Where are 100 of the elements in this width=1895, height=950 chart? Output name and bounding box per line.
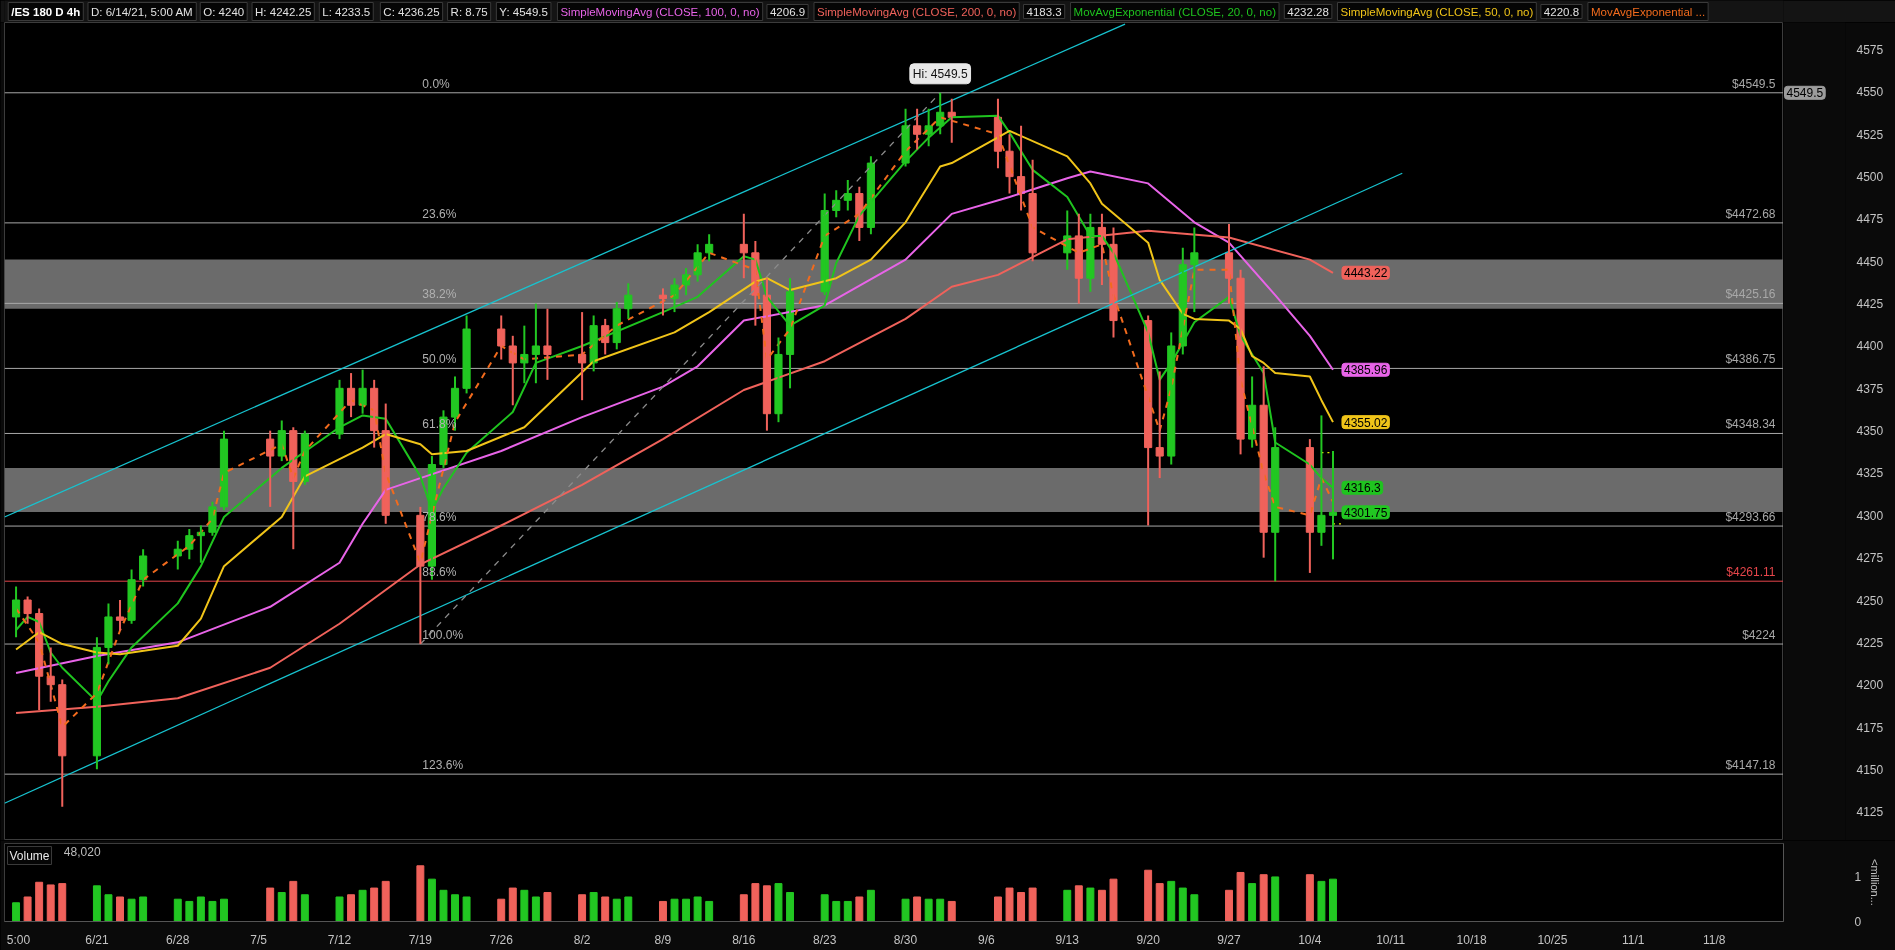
x-tick-label: 8/2: [573, 932, 591, 947]
y-tick-label: 4400: [1856, 339, 1884, 354]
x-tick-label: 8/30: [893, 932, 918, 947]
bar: [196, 896, 205, 922]
bar: [1144, 869, 1153, 922]
bar: [843, 900, 852, 922]
bar: [601, 896, 610, 922]
y-tick-label: 4250: [1856, 593, 1884, 608]
x-tick-label: 5:00: [6, 932, 31, 947]
bar: [139, 896, 148, 922]
bar: [104, 894, 113, 922]
x-tick-label: 10/25: [1537, 932, 1568, 947]
x-tick-label: 7/19: [408, 932, 433, 947]
text: MovAvgExponential ...: [1590, 5, 1706, 18]
bar: [462, 896, 471, 922]
bar: [947, 900, 956, 922]
bar: [659, 900, 667, 922]
bar: [520, 889, 529, 922]
bar: [289, 880, 298, 922]
text: 4206.9: [769, 5, 806, 18]
text: MovAvgExponential (CLOSE, 20, 0, no): [1073, 5, 1277, 18]
x-tick-label: 10/18: [1456, 932, 1487, 947]
bar: [1236, 871, 1245, 922]
ref-line-label: $4472.68: [1725, 206, 1776, 221]
y-tick-label: 4475: [1856, 212, 1884, 227]
bar: [358, 889, 367, 922]
bar: [173, 898, 182, 922]
bar: [1028, 887, 1037, 922]
bar: [1259, 874, 1268, 922]
y-tick-label: 4550: [1856, 85, 1884, 100]
bar: [531, 896, 540, 922]
bar: [416, 865, 425, 922]
bar: [924, 898, 933, 922]
y-tick-label: 4525: [1856, 127, 1884, 142]
y-tick-label: 4300: [1856, 508, 1884, 523]
bar: [1005, 887, 1014, 922]
y-axis-title: <million...: [1869, 859, 1882, 906]
annotation: 123.6%: [422, 758, 464, 773]
y-tick-label: 0: [1854, 915, 1862, 929]
ref-line-label: $4348.34: [1725, 417, 1776, 432]
bar: [1305, 874, 1314, 922]
y-tick-label: 4275: [1856, 551, 1884, 566]
bar: [820, 894, 829, 922]
bar: [543, 892, 552, 922]
ref-line-label: $4293.66: [1725, 510, 1776, 525]
bar: [127, 898, 136, 922]
x-tick-label: 10/11: [1376, 932, 1406, 947]
y-tick-label: 4350: [1856, 424, 1884, 439]
x-tick-label: 8/23: [813, 932, 837, 947]
bar: [208, 900, 217, 922]
bar: [994, 896, 1002, 922]
text: 4220.8: [1543, 5, 1580, 18]
bar: [1317, 880, 1326, 922]
x-tick-label: 7/5: [250, 932, 268, 947]
y-tick-label: 4375: [1856, 381, 1884, 396]
annotation: 0.0%: [422, 76, 451, 91]
bar: [1074, 885, 1083, 922]
bar: [220, 898, 228, 922]
ref-line-label: $4549.5: [1732, 76, 1776, 91]
text: 4301.75: [1343, 505, 1388, 520]
annotation: 4549.5: [1786, 86, 1824, 101]
bar: [578, 894, 587, 922]
bar: [751, 883, 760, 922]
bar: [682, 898, 691, 922]
bar: [1155, 883, 1164, 922]
y-tick-label: 4225: [1856, 635, 1884, 650]
ref-line-label: $4147.18: [1725, 758, 1776, 773]
x-tick-label: 9/27: [1217, 932, 1242, 947]
text: L: 4233.5: [322, 5, 371, 18]
data-label: 4316.3: [1343, 481, 1381, 496]
x-tick-label: 9/13: [1055, 932, 1080, 947]
y-tick-label: 4500: [1856, 170, 1884, 185]
bar: [1017, 892, 1026, 922]
bar: [1167, 880, 1176, 922]
y-tick-label: 4125: [1856, 805, 1884, 820]
x-tick-label: 8/9: [654, 932, 672, 947]
chart-title: Volume: [9, 848, 50, 863]
y-tick-label: 4575: [1856, 43, 1884, 58]
bar: [277, 892, 286, 922]
x-tick-label: 11/1: [1622, 932, 1645, 947]
bar: [705, 900, 714, 922]
bar: [1086, 887, 1095, 922]
x-tick-label: 6/28: [166, 932, 190, 947]
bar: [670, 898, 679, 922]
data-label: 4443.22: [1343, 266, 1388, 281]
annotation: 38.2%: [422, 287, 457, 302]
bar: [1190, 894, 1199, 922]
bar: [1329, 878, 1337, 922]
x-tick-label: 9/20: [1136, 932, 1161, 947]
y-tick-label: 4425: [1856, 297, 1884, 312]
text: 4183.3: [1026, 5, 1062, 18]
chart-title: /ES 180 D 4h: [11, 5, 81, 18]
bar: [901, 898, 910, 922]
bar: [451, 894, 459, 922]
x-tick-label: 8/16: [732, 932, 756, 947]
ref-line-label: $4224: [1742, 628, 1776, 643]
bar: [370, 887, 379, 922]
bar: [589, 892, 598, 922]
bar: [612, 898, 621, 922]
bar: [855, 896, 864, 922]
